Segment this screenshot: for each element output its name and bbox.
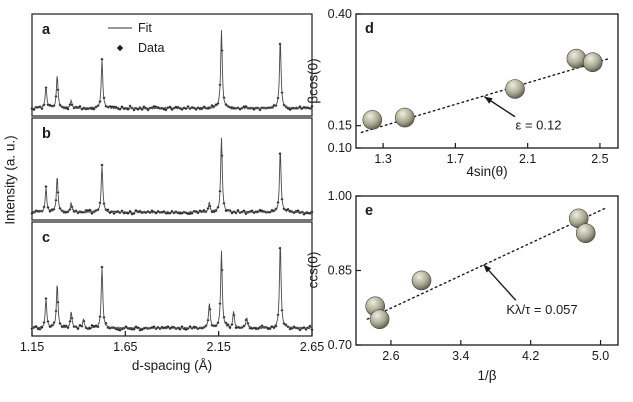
xrd-frame-a bbox=[31, 13, 313, 117]
annotation-text: Kλ/τ = 0.057 bbox=[506, 302, 577, 317]
xrd-plot: a b c 1.15 1.65 2.15 2.65 Fit Data bbox=[20, 13, 324, 354]
trend-line bbox=[366, 207, 606, 320]
y-tick-label: 1.00 bbox=[328, 189, 352, 203]
plot-e-x-axis-label: 1/β bbox=[477, 368, 497, 383]
data-point-sphere bbox=[395, 107, 415, 128]
x-tick-label: 2.5 bbox=[591, 152, 608, 166]
y-tick-label: 0.15 bbox=[328, 119, 352, 133]
x-tick-label: 4.2 bbox=[522, 349, 539, 363]
x-tick-label: 1.7 bbox=[447, 152, 464, 166]
scatter-plot-e: 2.6 3.4 4.2 5.0 1.00 0.85 0.70 Kλ/τ = 0.057 e bbox=[328, 189, 619, 363]
xrd-frame-c bbox=[31, 221, 313, 337]
xrd-fit-line-c bbox=[31, 246, 313, 331]
x-tick-label: 3.4 bbox=[452, 349, 469, 363]
plot-e-y-axis-label: ccs(0) bbox=[305, 251, 321, 289]
x-tick-label: 5.0 bbox=[592, 349, 609, 363]
panel-letter-a: a bbox=[42, 22, 51, 38]
xrd-fit-line-a bbox=[31, 30, 313, 111]
x-tick-label: 1.65 bbox=[113, 340, 137, 354]
x-tick-label: 2.1 bbox=[519, 152, 536, 166]
annotation-arrowhead bbox=[484, 96, 493, 104]
data-point-sphere bbox=[575, 223, 596, 244]
legend-data-label: Data bbox=[138, 41, 164, 55]
annotation-text: ε = 0.12 bbox=[516, 118, 562, 133]
data-point-sphere bbox=[411, 270, 432, 291]
x-tick-label: 1.3 bbox=[374, 152, 391, 166]
data-point-sphere bbox=[369, 309, 390, 329]
y-tick-label: 0.10 bbox=[328, 141, 352, 155]
frame-d bbox=[355, 13, 619, 149]
xrd-fit-line-b bbox=[31, 137, 313, 214]
plot-d-x-axis-label: 4sin(θ) bbox=[466, 164, 508, 179]
legend-fit-label: Fit bbox=[138, 21, 152, 35]
data-point-sphere bbox=[505, 79, 525, 99]
annotation-arrow bbox=[482, 264, 517, 301]
legend-data-marker bbox=[116, 44, 124, 52]
x-tick-label: 2.65 bbox=[300, 340, 324, 354]
y-tick-label: 0.70 bbox=[328, 338, 352, 352]
y-tick-label: 0.40 bbox=[328, 7, 352, 21]
data-point-sphere bbox=[566, 48, 587, 69]
panel-letter-d: d bbox=[365, 21, 374, 37]
trend-line bbox=[360, 57, 610, 134]
xrd-data-points-c bbox=[30, 246, 314, 332]
panel-letter-e: e bbox=[365, 203, 373, 219]
scatter-plot-d: 1.3 1.7 2.1 2.5 0.40 0.15 0.10 ε = 0.12 d bbox=[328, 7, 619, 166]
y-tick-label: 0.85 bbox=[328, 264, 352, 278]
xrd-data-points-a bbox=[30, 42, 314, 112]
annotation-arrowhead bbox=[483, 264, 492, 273]
panel-letter-c: c bbox=[42, 230, 50, 246]
x-tick-label: 1.15 bbox=[20, 340, 44, 354]
data-point-sphere bbox=[362, 110, 383, 130]
x-tick-label: 2.6 bbox=[382, 349, 399, 363]
panel-letter-b: b bbox=[42, 126, 51, 142]
xrd-x-axis-label: d-spacing (Å) bbox=[131, 358, 213, 373]
x-tick-label: 2.15 bbox=[206, 340, 230, 354]
xrd-frame-b bbox=[31, 117, 313, 221]
data-point-sphere bbox=[582, 52, 603, 73]
plot-d-y-axis-label: βcos(0) bbox=[305, 58, 321, 104]
